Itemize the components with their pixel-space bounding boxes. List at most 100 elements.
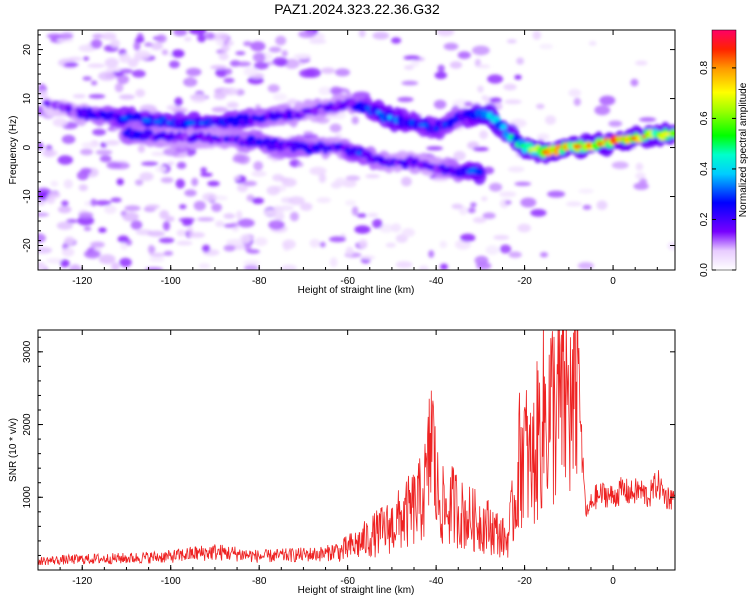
ridge-peak: [333, 145, 340, 150]
noise-speckle: [516, 57, 524, 65]
noise-speckle: [539, 43, 554, 50]
noise-speckle: [80, 148, 93, 156]
noise-speckle: [577, 262, 595, 270]
noise-speckle: [90, 80, 98, 86]
noise-speckle: [82, 76, 92, 81]
noise-speckle: [162, 221, 171, 231]
noise-speckle: [184, 36, 192, 42]
noise-speckle: [252, 52, 266, 63]
noise-speckle: [215, 67, 228, 78]
noise-speckle: [324, 114, 341, 120]
noise-speckle: [329, 236, 346, 243]
noise-speckle: [354, 225, 371, 234]
ridge-peak: [376, 157, 385, 162]
ridge-peak: [642, 134, 646, 139]
ridge-peak: [422, 162, 428, 167]
ridge-peak: [586, 143, 591, 148]
noise-speckle: [345, 175, 361, 181]
noise-speckle: [38, 212, 50, 217]
noise-speckle: [253, 161, 264, 171]
noise-speckle: [250, 41, 266, 52]
noise-speckle: [174, 97, 183, 107]
noise-speckle: [464, 101, 473, 107]
ridge-peak: [141, 118, 152, 123]
ridge-peak: [77, 110, 83, 115]
noise-speckle: [582, 204, 592, 210]
colorbar-tick-label: 0.6: [699, 111, 710, 125]
noise-speckle: [167, 161, 175, 166]
noise-speckle: [149, 257, 165, 262]
noise-speckle: [186, 150, 194, 157]
noise-speckle: [98, 71, 116, 81]
noise-speckle: [88, 94, 106, 99]
noise-speckle: [83, 226, 92, 231]
noise-speckle: [329, 123, 342, 133]
noise-speckle: [149, 252, 167, 257]
spectrogram-y-tick-label: 0: [22, 144, 33, 150]
ridge-peak: [153, 119, 162, 124]
noise-speckle: [482, 212, 496, 219]
noise-speckle: [489, 97, 502, 104]
noise-speckle: [453, 150, 466, 161]
spectrogram-y-tick-label: 10: [22, 93, 33, 105]
noise-speckle: [172, 107, 188, 114]
noise-speckle: [289, 211, 299, 222]
noise-speckle: [401, 80, 419, 86]
noise-speckle: [59, 32, 74, 40]
noise-speckle: [481, 196, 488, 202]
noise-speckle: [78, 184, 88, 192]
noise-speckle: [207, 180, 220, 187]
colorbar-tick-label: 0.0: [699, 263, 710, 277]
noise-speckle: [351, 116, 359, 125]
ridge-peak: [375, 110, 382, 115]
noise-speckle: [334, 177, 347, 187]
noise-speckle: [50, 180, 59, 187]
noise-speckle: [517, 223, 531, 233]
ridge-peak: [66, 107, 72, 112]
ridge-peak: [387, 115, 393, 120]
noise-speckle: [233, 176, 241, 181]
colorbar: 0.0 0.2 0.4 0.6 0.8 Normalized spectral ampl…: [699, 29, 749, 277]
noise-speckle: [271, 221, 281, 228]
noise-speckle: [345, 200, 356, 206]
noise-speckle: [242, 180, 257, 187]
spectrogram-y-tick-label: 20: [22, 44, 33, 56]
ridge-peak: [529, 147, 538, 152]
noise-speckle: [130, 220, 143, 230]
noise-speckle: [281, 264, 297, 270]
spectrogram-x-tick-label: -40: [429, 276, 444, 287]
ridge-peak: [287, 112, 293, 117]
noise-speckle: [403, 55, 421, 60]
snr-plot-area: [38, 330, 675, 570]
colorbar-label: Normalized spectral amplitude: [738, 82, 749, 217]
noise-speckle: [288, 196, 305, 206]
noise-speckle: [204, 32, 215, 40]
colorbar-tick-label: 0.4: [699, 162, 710, 176]
noise-speckle: [293, 54, 309, 59]
noise-speckle: [303, 131, 314, 136]
noise-speckle: [202, 192, 217, 202]
noise-speckle: [185, 67, 202, 77]
noise-speckle: [235, 51, 246, 56]
noise-speckle: [472, 45, 490, 56]
noise-speckle: [481, 95, 489, 101]
noise-speckle: [151, 151, 168, 156]
noise-speckle: [451, 203, 463, 210]
noise-speckle: [284, 58, 300, 69]
ridge-peak: [155, 134, 164, 139]
noise-speckle: [119, 68, 133, 74]
noise-speckle: [599, 95, 616, 106]
noise-speckle: [236, 210, 243, 220]
noise-speckle: [356, 213, 367, 218]
ridge-peak: [185, 121, 196, 126]
noise-speckle: [78, 44, 96, 52]
noise-speckle: [485, 245, 500, 255]
noise-speckle: [173, 30, 188, 37]
noise-speckle: [176, 161, 187, 169]
noise-speckle: [243, 41, 253, 47]
ridge-core: [668, 129, 675, 138]
ridge-peak: [87, 112, 95, 117]
ridge-peak: [573, 144, 583, 149]
noise-speckle: [345, 246, 354, 257]
